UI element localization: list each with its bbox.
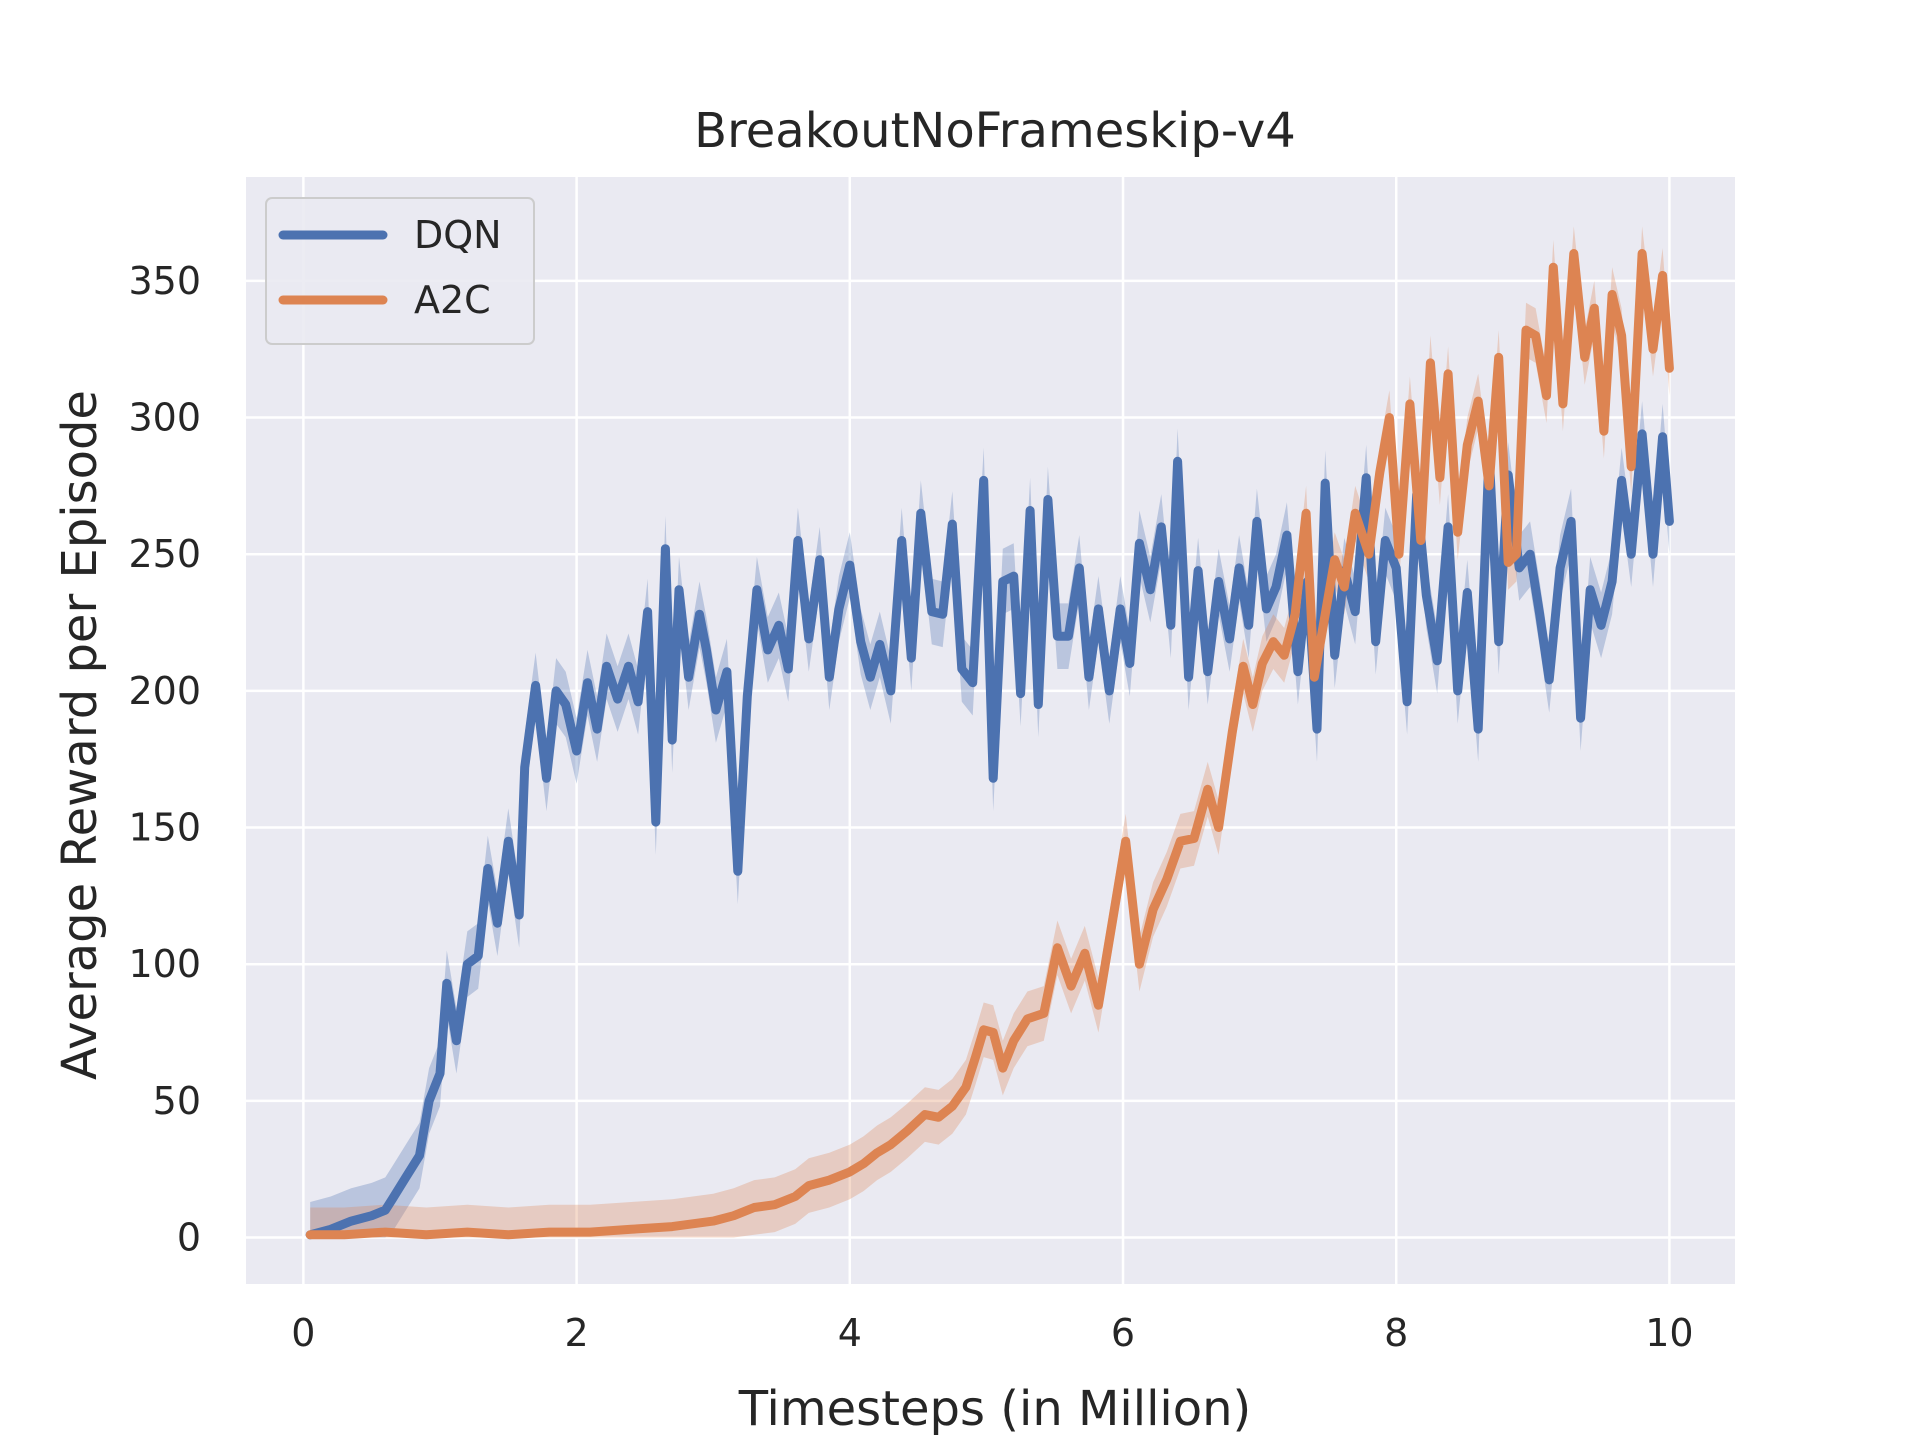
- series-lines: [305, 249, 1674, 1240]
- y-tick-label: 50: [153, 1079, 201, 1123]
- x-tick-label: 8: [1384, 1311, 1408, 1355]
- x-tick-label: 6: [1111, 1311, 1135, 1355]
- x-tick-label: 2: [564, 1311, 588, 1355]
- y-tick-label: 300: [128, 396, 201, 440]
- a2c-line: [305, 249, 1674, 1240]
- y-tick-label: 200: [128, 669, 201, 713]
- a2c-legend-label: A2C: [414, 278, 491, 322]
- y-tick-label: 0: [177, 1216, 201, 1260]
- x-tick-label: 4: [838, 1311, 862, 1355]
- x-tick-label: 0: [291, 1311, 315, 1355]
- dqn-legend-label: DQN: [414, 213, 502, 257]
- y-axis-label: Average Reward per Episode: [52, 390, 108, 1080]
- legend: DQN A2C: [265, 197, 535, 345]
- x-axis-label: Timesteps (in Million): [738, 1381, 1252, 1437]
- x-tick-label: 10: [1645, 1311, 1693, 1355]
- chart-title: BreakoutNoFrameskip-v4: [694, 103, 1296, 159]
- y-tick-label: 100: [128, 942, 201, 986]
- y-tick-label: 150: [128, 806, 201, 850]
- y-tick-label: 350: [128, 259, 201, 303]
- y-tick-label: 250: [128, 532, 201, 576]
- dqn-line: [305, 429, 1674, 1240]
